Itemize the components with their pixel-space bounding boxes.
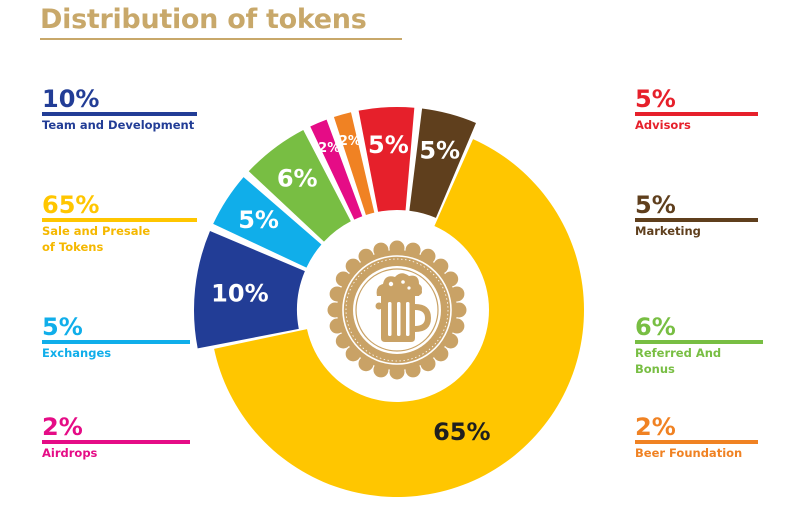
legend-label: Team and Development xyxy=(42,118,195,132)
legend-rule xyxy=(635,340,763,344)
legend-beer-foundation: 2% Beer Foundation xyxy=(635,414,758,461)
legend-label: Beer Foundation xyxy=(635,446,743,460)
chart-slices xyxy=(193,106,585,498)
legend-pct: 2% xyxy=(42,413,83,441)
legend-rule xyxy=(42,218,197,222)
slice-label-airdrops: 2% xyxy=(318,141,340,156)
legend-exchanges: 5% Exchanges xyxy=(42,314,190,361)
legend-advisors: 5% Advisors xyxy=(635,86,758,133)
legend-pct: 6% xyxy=(635,313,676,341)
slice-label-referred-and-bonus: 6% xyxy=(277,165,318,193)
pie-slice-sale-and-presale-of-tokens xyxy=(214,139,585,498)
legend-rule xyxy=(635,218,758,222)
legend-label: Exchanges xyxy=(42,346,112,360)
legend-rule xyxy=(42,440,190,444)
pie-slice-referred-and-bonus xyxy=(248,129,351,242)
pie-slice-advisors xyxy=(358,106,415,212)
pie-slice-marketing xyxy=(409,108,476,218)
pie-slice-exchanges xyxy=(213,177,322,268)
legend-airdrops: 2% Airdrops xyxy=(42,414,190,461)
slice-label-advisors: 5% xyxy=(368,131,409,159)
slice-label-beer-foundation: 2% xyxy=(339,134,361,149)
legend-label: Marketing xyxy=(635,224,701,238)
legend-pct: 2% xyxy=(635,413,676,441)
slice-label-team-and-development: 10% xyxy=(211,280,268,308)
title-underline xyxy=(40,38,402,40)
slice-label-marketing: 5% xyxy=(419,137,460,165)
legend-label: Advisors xyxy=(635,118,691,132)
legend-team-development: 10% Team and Development xyxy=(42,86,197,133)
legend-pct: 5% xyxy=(635,191,676,219)
legend-pct: 65% xyxy=(42,191,100,219)
legend-label: Sale and Presale of Tokens xyxy=(42,224,151,254)
slice-label-exchanges: 5% xyxy=(238,206,279,234)
chart-title: Distribution of tokens xyxy=(40,4,367,35)
legend-pct: 5% xyxy=(635,85,676,113)
legend-rule xyxy=(42,112,197,116)
pie-slice-team-and-development xyxy=(193,231,305,349)
legend-referred-bonus: 6% Referred And Bonus xyxy=(635,314,763,377)
legend-rule xyxy=(42,340,190,344)
legend-pct: 10% xyxy=(42,85,100,113)
beer-mug-seal-icon xyxy=(327,240,467,380)
legend-rule xyxy=(635,440,758,444)
legend-label: Referred And Bonus xyxy=(635,346,722,376)
legend-marketing: 5% Marketing xyxy=(635,192,758,239)
legend-sale-presale: 65% Sale and Presale of Tokens xyxy=(42,192,197,255)
legend-rule xyxy=(635,112,758,116)
chart-slice-labels: 65%10%5%6%2%2% 5% 5% xyxy=(211,131,490,446)
legend-label: Airdrops xyxy=(42,446,98,460)
slice-label-sale-and-presale-of-tokens: 65% xyxy=(433,418,490,446)
legend-pct: 5% xyxy=(42,313,83,341)
pie-slice-beer-foundation xyxy=(333,112,375,215)
pie-slice-airdrops xyxy=(310,119,363,220)
